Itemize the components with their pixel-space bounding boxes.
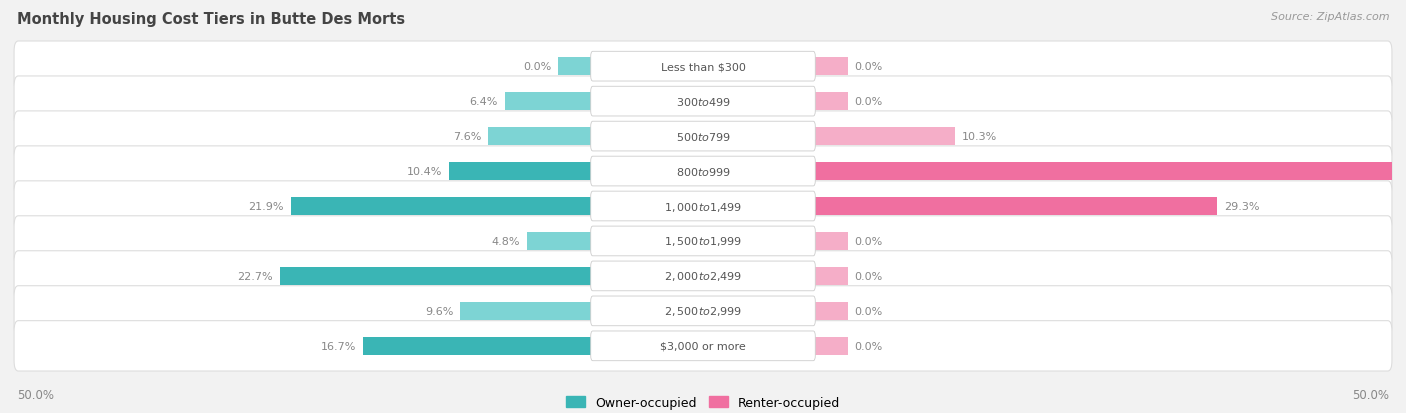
Bar bbox=[363, 337, 593, 355]
Bar bbox=[558, 58, 593, 76]
Bar bbox=[488, 128, 593, 145]
FancyBboxPatch shape bbox=[14, 321, 1392, 371]
Text: $300 to $499: $300 to $499 bbox=[675, 96, 731, 108]
Bar bbox=[813, 337, 848, 355]
Text: $2,000 to $2,499: $2,000 to $2,499 bbox=[664, 270, 742, 283]
Bar bbox=[813, 93, 848, 111]
Text: $1,500 to $1,999: $1,500 to $1,999 bbox=[664, 235, 742, 248]
Bar bbox=[813, 128, 955, 145]
FancyBboxPatch shape bbox=[591, 261, 815, 291]
FancyBboxPatch shape bbox=[14, 112, 1392, 162]
Text: $3,000 or more: $3,000 or more bbox=[661, 341, 745, 351]
Bar bbox=[450, 163, 593, 180]
FancyBboxPatch shape bbox=[14, 216, 1392, 266]
Bar bbox=[527, 233, 593, 250]
Text: 50.0%: 50.0% bbox=[17, 388, 53, 401]
FancyBboxPatch shape bbox=[14, 42, 1392, 92]
Text: 21.9%: 21.9% bbox=[249, 202, 284, 211]
Bar bbox=[505, 93, 593, 111]
Text: $500 to $799: $500 to $799 bbox=[675, 131, 731, 143]
Text: 0.0%: 0.0% bbox=[855, 306, 883, 316]
Text: 0.0%: 0.0% bbox=[855, 236, 883, 247]
Text: 9.6%: 9.6% bbox=[425, 306, 454, 316]
Text: $2,500 to $2,999: $2,500 to $2,999 bbox=[664, 305, 742, 318]
Bar bbox=[461, 302, 593, 320]
Text: 22.7%: 22.7% bbox=[238, 271, 273, 281]
Text: 0.0%: 0.0% bbox=[855, 62, 883, 72]
Text: 7.6%: 7.6% bbox=[453, 132, 481, 142]
Legend: Owner-occupied, Renter-occupied: Owner-occupied, Renter-occupied bbox=[561, 391, 845, 413]
FancyBboxPatch shape bbox=[14, 251, 1392, 301]
Text: 0.0%: 0.0% bbox=[855, 97, 883, 107]
FancyBboxPatch shape bbox=[591, 192, 815, 221]
Text: Less than $300: Less than $300 bbox=[661, 62, 745, 72]
Text: 50.0%: 50.0% bbox=[1353, 388, 1389, 401]
Text: $800 to $999: $800 to $999 bbox=[675, 166, 731, 178]
Bar bbox=[813, 268, 848, 285]
FancyBboxPatch shape bbox=[14, 147, 1392, 197]
Text: 0.0%: 0.0% bbox=[523, 62, 551, 72]
Text: 16.7%: 16.7% bbox=[321, 341, 356, 351]
Text: 4.8%: 4.8% bbox=[491, 236, 520, 247]
FancyBboxPatch shape bbox=[591, 331, 815, 361]
Bar bbox=[813, 233, 848, 250]
Bar bbox=[291, 198, 593, 215]
FancyBboxPatch shape bbox=[14, 286, 1392, 336]
Bar bbox=[813, 163, 1406, 180]
FancyBboxPatch shape bbox=[591, 296, 815, 326]
Bar bbox=[813, 302, 848, 320]
FancyBboxPatch shape bbox=[591, 52, 815, 82]
Text: $1,000 to $1,499: $1,000 to $1,499 bbox=[664, 200, 742, 213]
Text: 29.3%: 29.3% bbox=[1223, 202, 1260, 211]
Text: 10.3%: 10.3% bbox=[962, 132, 997, 142]
Text: 10.4%: 10.4% bbox=[408, 166, 443, 177]
Text: 6.4%: 6.4% bbox=[470, 97, 498, 107]
FancyBboxPatch shape bbox=[14, 77, 1392, 127]
Bar bbox=[813, 58, 848, 76]
Text: 0.0%: 0.0% bbox=[855, 341, 883, 351]
FancyBboxPatch shape bbox=[14, 181, 1392, 232]
FancyBboxPatch shape bbox=[591, 122, 815, 152]
Text: Monthly Housing Cost Tiers in Butte Des Morts: Monthly Housing Cost Tiers in Butte Des … bbox=[17, 12, 405, 27]
FancyBboxPatch shape bbox=[591, 87, 815, 117]
Text: Source: ZipAtlas.com: Source: ZipAtlas.com bbox=[1271, 12, 1389, 22]
Text: 0.0%: 0.0% bbox=[855, 271, 883, 281]
FancyBboxPatch shape bbox=[591, 227, 815, 256]
Bar bbox=[813, 198, 1218, 215]
FancyBboxPatch shape bbox=[591, 157, 815, 186]
Bar bbox=[280, 268, 593, 285]
